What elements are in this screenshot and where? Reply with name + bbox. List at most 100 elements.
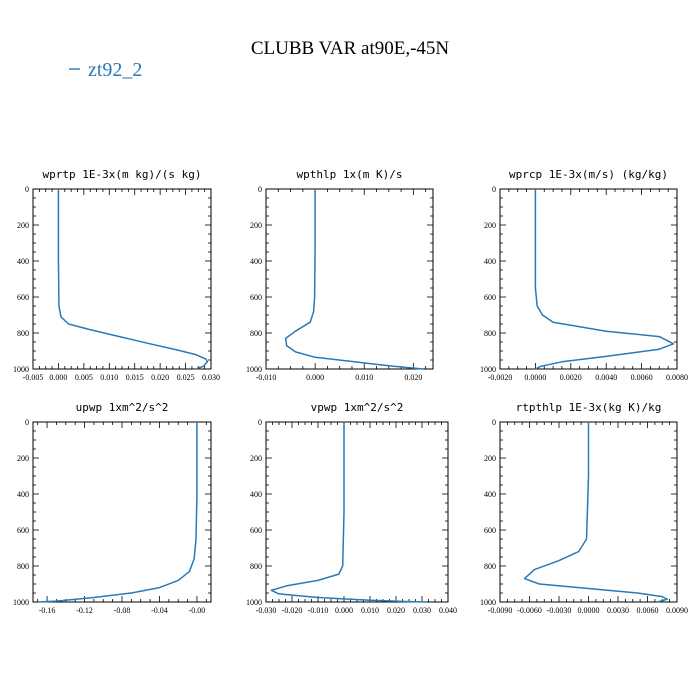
y-tick-label: 600 bbox=[250, 293, 262, 302]
y-tick-label: 0 bbox=[492, 185, 496, 194]
x-tick-label: -0.030 bbox=[256, 606, 277, 615]
panel-6: rtpthlp 1E-3x(kg K)/kg -0.0090 -0.0060 -0.0… bbox=[480, 401, 688, 615]
panel-1: wprtp 1E-3x(m kg)/(s kg) -0.005 0.000 0.005… bbox=[13, 168, 220, 382]
legend-label: zt92_2 bbox=[88, 59, 142, 81]
series-line bbox=[57, 189, 209, 370]
x-tick-label: -0.0030 bbox=[547, 606, 572, 615]
y-tick-label: 400 bbox=[484, 490, 496, 499]
y-tick-label: 1000 bbox=[13, 365, 29, 374]
plot-frame bbox=[499, 188, 678, 370]
panel-title: wprtp 1E-3x(m kg)/(s kg) bbox=[43, 168, 202, 181]
y-tick-label: 600 bbox=[484, 293, 496, 302]
y-tick-label: 600 bbox=[17, 526, 29, 535]
y-tick-label: 600 bbox=[484, 526, 496, 535]
x-tick-label: 0.020 bbox=[387, 606, 405, 615]
x-tick-label: 0.0000 bbox=[578, 606, 600, 615]
y-tick-label: 1000 bbox=[246, 365, 262, 374]
panel-title: upwp 1xm^2/s^2 bbox=[76, 401, 169, 414]
x-tick-label: -0.0090 bbox=[488, 606, 513, 615]
panels: wprtp 1E-3x(m kg)/(s kg) -0.005 0.000 0.005… bbox=[13, 168, 688, 615]
y-tick-label: 800 bbox=[484, 562, 496, 571]
x-tick-label: 0.000 bbox=[306, 373, 324, 382]
panel-2: wpthlp 1x(m K)/s -0.010 0.000 0.010 0.020 0 20… bbox=[246, 168, 434, 382]
x-tick-label: 0.000 bbox=[49, 373, 67, 382]
x-tick-label: 0.005 bbox=[75, 373, 93, 382]
x-tick-label: 0.030 bbox=[202, 373, 220, 382]
x-tick-label: 0.040 bbox=[439, 606, 457, 615]
panel-title: wprcp 1E-3x(m/s) (kg/kg) bbox=[509, 168, 668, 181]
y-tick-label: 400 bbox=[250, 490, 262, 499]
panel-5: vpwp 1xm^2/s^2 -0.030 -0.020 -0.010 0.000 0.0… bbox=[246, 401, 457, 615]
x-tick-label: -0.00 bbox=[189, 606, 206, 615]
panel-4: upwp 1xm^2/s^2 -0.16 -0.12 -0.08 -0.04 -0.00 0… bbox=[13, 401, 212, 615]
y-tick-label: 600 bbox=[17, 293, 29, 302]
y-tick-label: 1000 bbox=[13, 598, 29, 607]
x-tick-label: -0.010 bbox=[256, 373, 277, 382]
x-tick-label: -0.0060 bbox=[517, 606, 542, 615]
y-tick-label: 800 bbox=[17, 562, 29, 571]
x-tick-label: -0.020 bbox=[282, 606, 303, 615]
y-tick-label: 0 bbox=[492, 418, 496, 427]
y-tick-label: 400 bbox=[17, 490, 29, 499]
y-tick-label: 200 bbox=[250, 454, 262, 463]
x-tick-label: 0.0080 bbox=[666, 373, 688, 382]
y-tick-label: 0 bbox=[258, 185, 262, 194]
y-tick-label: 200 bbox=[250, 221, 262, 230]
y-tick-label: 800 bbox=[484, 329, 496, 338]
panel-title: vpwp 1xm^2/s^2 bbox=[311, 401, 404, 414]
panel-title: wpthlp 1x(m K)/s bbox=[297, 168, 403, 181]
series-line bbox=[523, 422, 668, 603]
x-tick-label: -0.16 bbox=[39, 606, 56, 615]
x-tick-label: -0.04 bbox=[151, 606, 168, 615]
y-tick-label: 600 bbox=[250, 526, 262, 535]
series-line bbox=[284, 189, 424, 370]
y-tick-label: 200 bbox=[17, 221, 29, 230]
x-tick-label: 0.010 bbox=[100, 373, 118, 382]
x-tick-label: 0.020 bbox=[404, 373, 422, 382]
x-tick-label: -0.0020 bbox=[488, 373, 513, 382]
x-tick-label: 0.030 bbox=[413, 606, 431, 615]
panel-3: wprcp 1E-3x(m/s) (kg/kg) -0.0020 0.0000 0.0… bbox=[480, 168, 688, 382]
x-tick-label: 0.010 bbox=[355, 373, 373, 382]
y-tick-label: 200 bbox=[484, 454, 496, 463]
y-tick-label: 200 bbox=[17, 454, 29, 463]
x-tick-label: -0.12 bbox=[76, 606, 93, 615]
panel-title: rtpthlp 1E-3x(kg K)/kg bbox=[516, 401, 662, 414]
x-tick-label: 0.0030 bbox=[607, 606, 629, 615]
y-tick-label: 200 bbox=[484, 221, 496, 230]
x-tick-label: -0.08 bbox=[114, 606, 131, 615]
y-tick-label: 800 bbox=[250, 562, 262, 571]
x-tick-label: 0.0060 bbox=[631, 373, 653, 382]
y-tick-label: 0 bbox=[258, 418, 262, 427]
y-tick-label: 400 bbox=[484, 257, 496, 266]
x-tick-label: -0.010 bbox=[308, 606, 329, 615]
y-tick-label: 800 bbox=[250, 329, 262, 338]
y-tick-label: 1000 bbox=[480, 598, 496, 607]
x-tick-label: 0.020 bbox=[151, 373, 169, 382]
x-tick-label: 0.0020 bbox=[560, 373, 582, 382]
x-tick-label: 0.0040 bbox=[595, 373, 617, 382]
series-line bbox=[270, 422, 428, 603]
y-tick-label: 400 bbox=[250, 257, 262, 266]
plot-frame bbox=[265, 421, 449, 603]
series-line bbox=[37, 422, 198, 603]
y-tick-label: 800 bbox=[17, 329, 29, 338]
y-tick-label: 0 bbox=[25, 418, 29, 427]
x-tick-label: 0.0090 bbox=[666, 606, 688, 615]
legend: zt92_2 bbox=[69, 59, 142, 81]
x-tick-label: 0.000 bbox=[335, 606, 353, 615]
series-line bbox=[534, 189, 675, 370]
y-tick-label: 1000 bbox=[480, 365, 496, 374]
plot-frame bbox=[265, 188, 434, 370]
figure-title: CLUBB VAR at90E,-45N bbox=[251, 38, 450, 59]
y-tick-label: 1000 bbox=[246, 598, 262, 607]
x-tick-label: -0.005 bbox=[23, 373, 44, 382]
x-tick-label: 0.0060 bbox=[637, 606, 659, 615]
x-tick-label: 0.010 bbox=[361, 606, 379, 615]
y-tick-label: 0 bbox=[25, 185, 29, 194]
plot-frame bbox=[32, 188, 212, 370]
y-tick-label: 400 bbox=[17, 257, 29, 266]
x-tick-label: 0.025 bbox=[177, 373, 195, 382]
x-tick-label: 0.015 bbox=[126, 373, 144, 382]
